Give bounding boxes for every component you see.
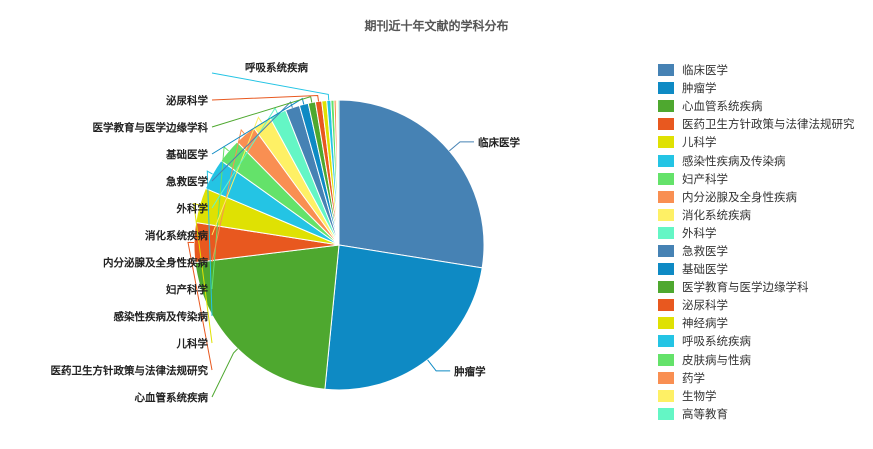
legend-item-18[interactable]: 药学 — [658, 369, 855, 387]
pie-slice-1[interactable] — [338, 99, 485, 269]
legend-item-19[interactable]: 生物学 — [658, 387, 855, 405]
legend-item-12[interactable]: 基础医学 — [658, 260, 855, 278]
legend-swatch — [658, 136, 674, 149]
slice-label-5: 儿科学 — [176, 337, 209, 350]
legend-label: 医学教育与医学边缘学科 — [682, 280, 809, 295]
legend-label: 心血管系统疾病 — [682, 99, 763, 114]
legend-swatch — [658, 100, 674, 113]
legend-label: 泌尿科学 — [682, 298, 728, 313]
legend-swatch — [658, 263, 674, 276]
slice-label-10: 外科学 — [176, 202, 209, 215]
legend-label: 皮肤病与性病 — [682, 352, 751, 367]
legend-item-15[interactable]: 神经病学 — [658, 314, 855, 332]
chart-title: 期刊近十年文献的学科分布 — [364, 19, 509, 33]
legend-label: 外科学 — [682, 225, 717, 240]
slice-label-4: 医药卫生方针政策与法律法规研究 — [51, 364, 209, 377]
legend-swatch — [658, 407, 674, 420]
legend-swatch — [658, 154, 674, 167]
legend-swatch — [658, 371, 674, 384]
legend-label: 医药卫生方针政策与法律法规研究 — [682, 117, 855, 132]
slice-label-16: 呼吸系统疾病 — [245, 61, 308, 74]
slice-label-13: 医学教育与医学边缘学科 — [93, 121, 209, 134]
legend-label: 内分泌腺及全身性疾病 — [682, 189, 797, 204]
legend-swatch — [658, 389, 674, 402]
legend-item-14[interactable]: 泌尿科学 — [658, 296, 855, 314]
legend-item-4[interactable]: 医药卫生方针政策与法律法规研究 — [658, 115, 855, 133]
legend-item-6[interactable]: 感染性疾病及传染病 — [658, 151, 855, 169]
slice-label-6: 感染性疾病及传染病 — [114, 310, 209, 323]
legend-label: 消化系统疾病 — [682, 207, 751, 222]
legend-label: 基础医学 — [682, 262, 728, 277]
slice-label-1: 临床医学 — [478, 136, 520, 149]
legend-label: 临床医学 — [682, 63, 728, 78]
legend-swatch — [658, 317, 674, 330]
legend-label: 药学 — [682, 370, 705, 385]
legend-item-16[interactable]: 呼吸系统疾病 — [658, 332, 855, 350]
legend-item-11[interactable]: 急救医学 — [658, 242, 855, 260]
legend-swatch — [658, 244, 674, 257]
legend-label: 急救医学 — [682, 243, 728, 258]
legend-label: 高等教育 — [682, 406, 728, 421]
legend-swatch — [658, 82, 674, 95]
legend-label: 儿科学 — [682, 135, 717, 150]
slice-label-7: 妇产科学 — [165, 283, 208, 296]
legend-swatch — [658, 226, 674, 239]
legend-swatch — [658, 335, 674, 348]
legend-item-17[interactable]: 皮肤病与性病 — [658, 351, 855, 369]
slice-label-2: 肿瘤学 — [454, 365, 486, 378]
legend-label: 感染性疾病及传染病 — [682, 153, 786, 168]
legend-label: 生物学 — [682, 388, 717, 403]
legend-item-7[interactable]: 妇产科学 — [658, 170, 855, 188]
legend-item-13[interactable]: 医学教育与医学边缘学科 — [658, 278, 855, 296]
legend-item-10[interactable]: 外科学 — [658, 224, 855, 242]
legend-swatch — [658, 353, 674, 366]
legend-item-1[interactable]: 临床医学 — [658, 61, 855, 79]
legend-swatch — [658, 281, 674, 294]
legend-label: 肿瘤学 — [682, 81, 717, 96]
legend-swatch — [658, 190, 674, 203]
legend-swatch — [658, 172, 674, 185]
slice-label-3: 心血管系统疾病 — [135, 391, 209, 404]
legend-item-9[interactable]: 消化系统疾病 — [658, 206, 855, 224]
slice-label-9: 消化系统疾病 — [145, 229, 208, 242]
legend-label: 神经病学 — [682, 316, 728, 331]
legend-label: 妇产科学 — [682, 171, 728, 186]
slice-label-14: 泌尿科学 — [166, 94, 208, 107]
legend-swatch — [658, 299, 674, 312]
legend-swatch — [658, 118, 674, 131]
slice-label-8: 内分泌腺及全身性疾病 — [103, 256, 208, 269]
legend-item-2[interactable]: 肿瘤学 — [658, 79, 855, 97]
legend-item-5[interactable]: 儿科学 — [658, 133, 855, 151]
legend-item-20[interactable]: 高等教育 — [658, 405, 855, 423]
legend-label: 呼吸系统疾病 — [682, 334, 751, 349]
legend-swatch — [658, 64, 674, 77]
legend-swatch — [658, 208, 674, 221]
slice-label-11: 急救医学 — [166, 175, 208, 188]
slice-label-12: 基础医学 — [165, 148, 208, 161]
legend-item-3[interactable]: 心血管系统疾病 — [658, 97, 855, 115]
legend-item-8[interactable]: 内分泌腺及全身性疾病 — [658, 188, 855, 206]
pie-slice-3[interactable] — [194, 244, 340, 390]
pie-slices — [193, 99, 485, 391]
leader-lines — [187, 72, 474, 398]
pie-slice-20[interactable] — [337, 99, 340, 246]
legend: 临床医学肿瘤学心血管系统疾病医药卫生方针政策与法律法规研究 儿科学感染性疾病及传染… — [658, 61, 855, 423]
